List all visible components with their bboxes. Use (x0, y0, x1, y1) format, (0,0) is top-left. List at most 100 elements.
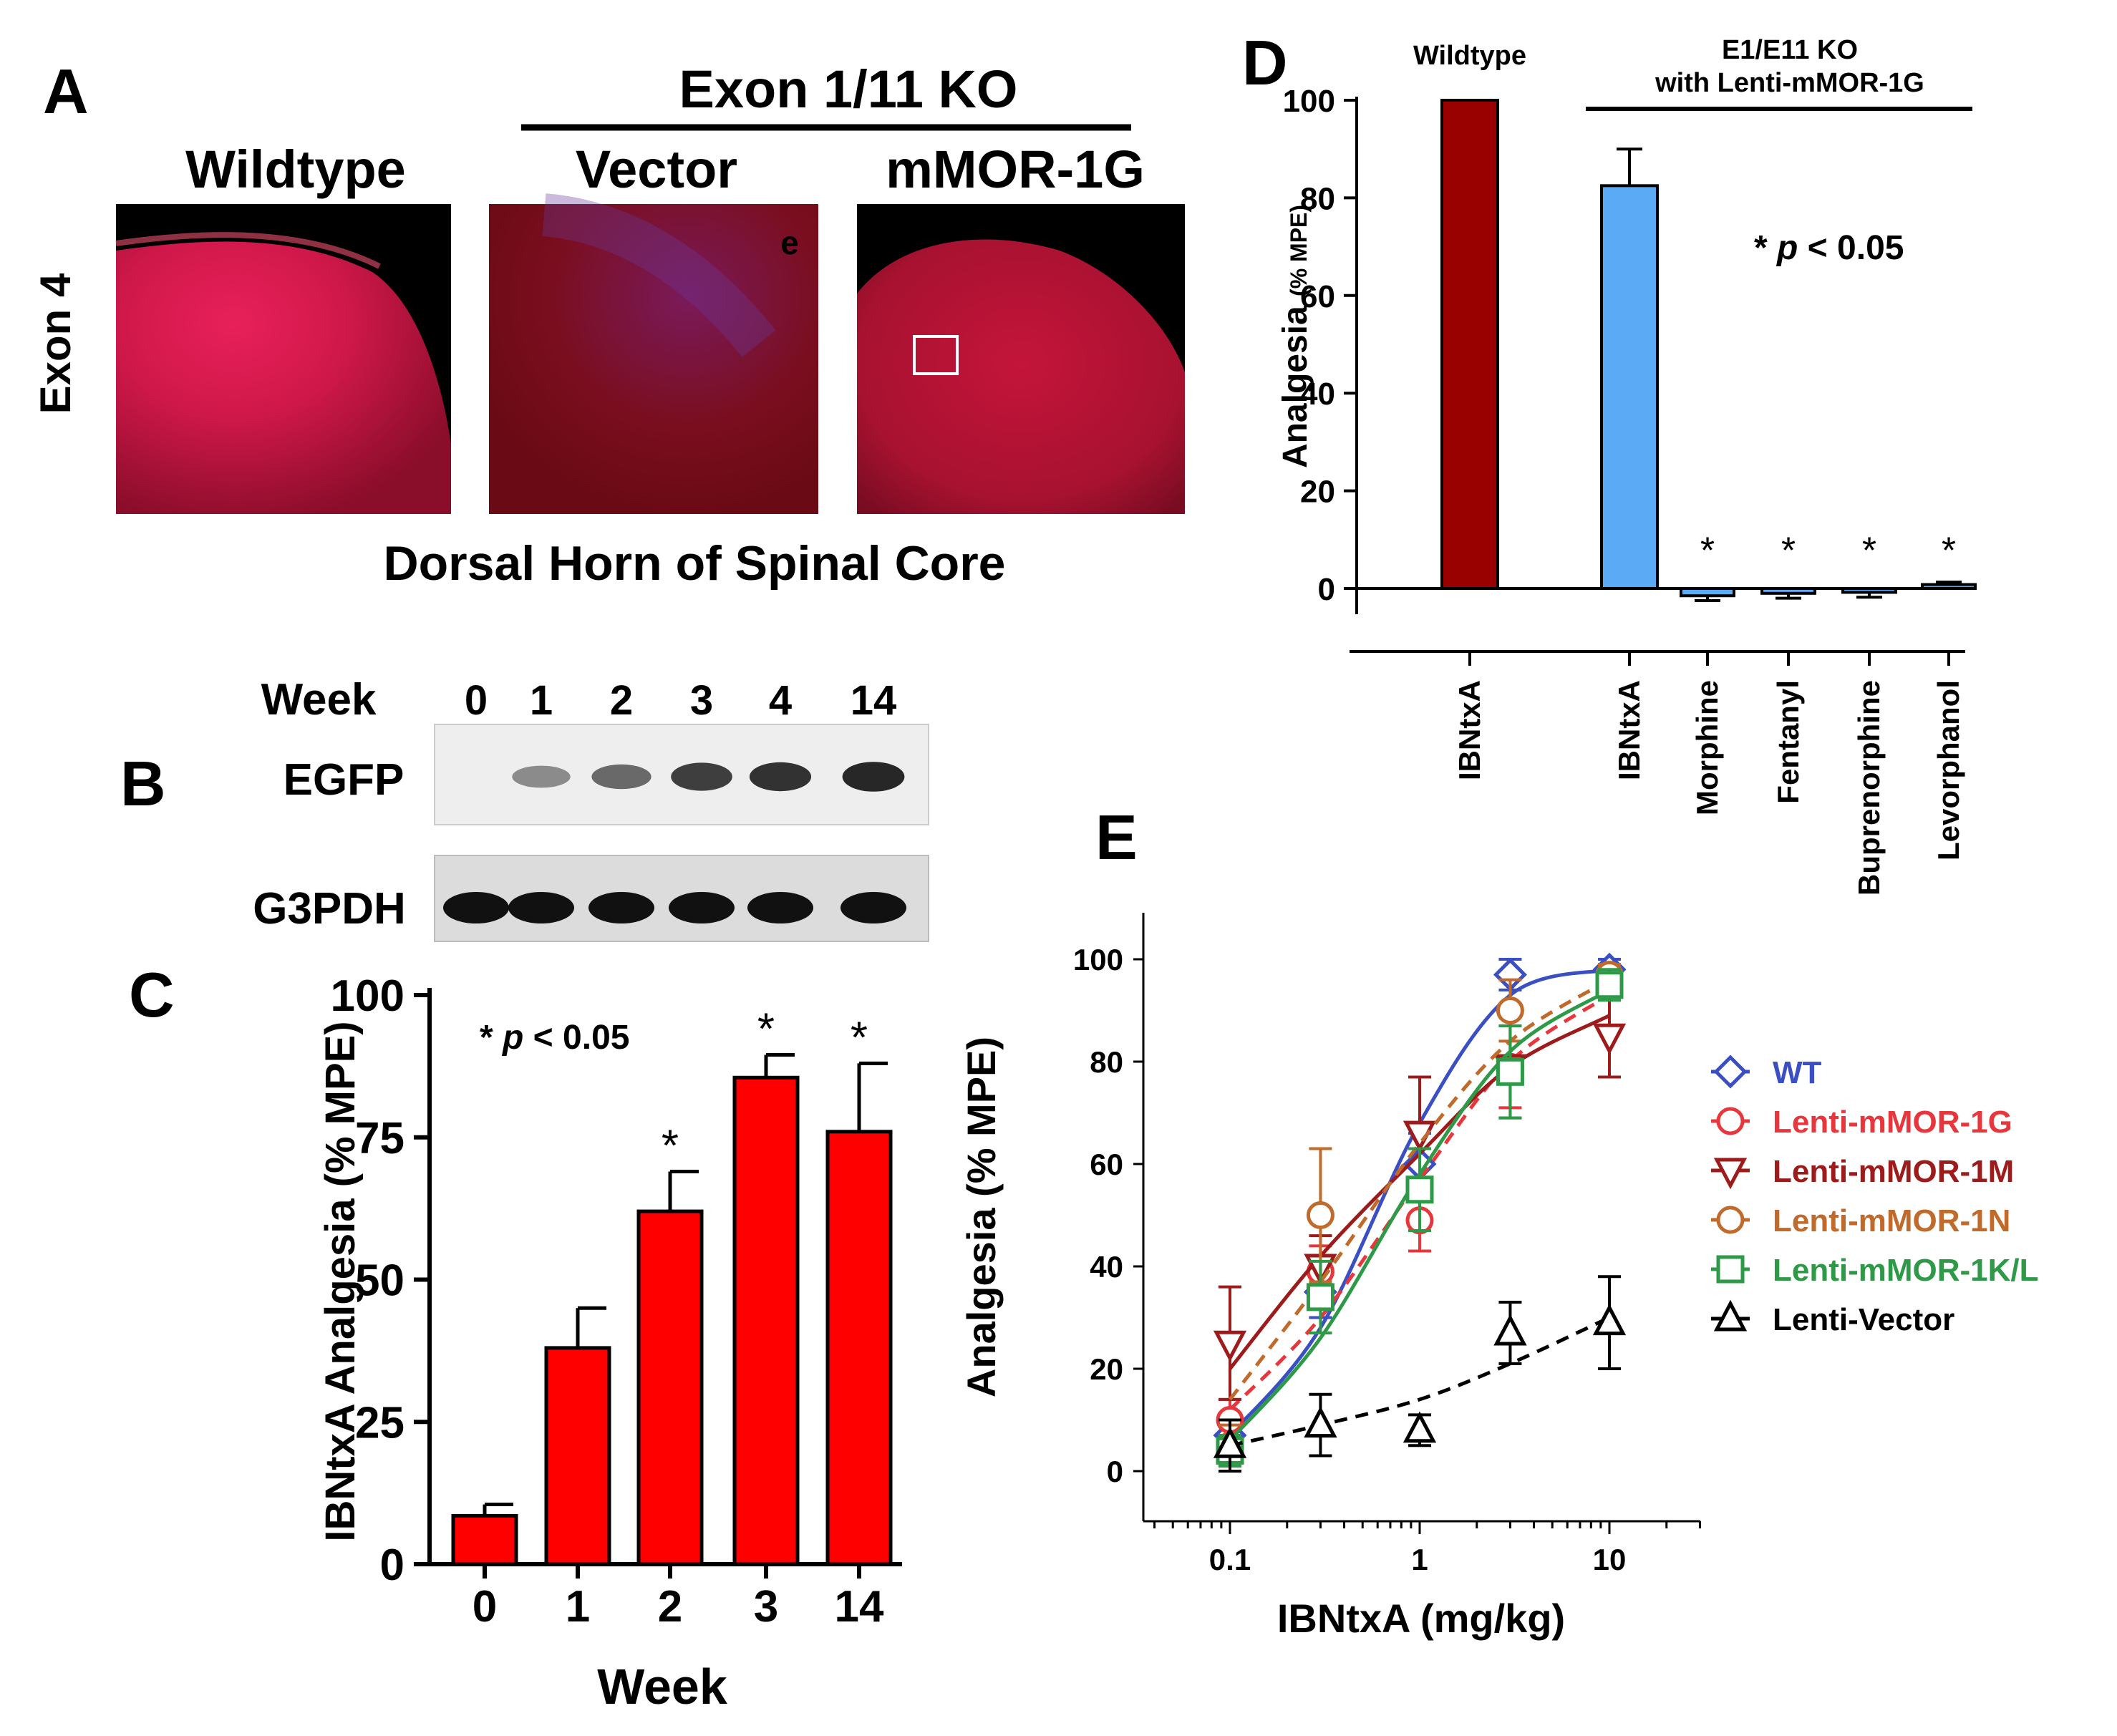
d-ytick-label: 20 (1300, 475, 1335, 510)
e-point (1304, 1406, 1337, 1438)
col-label-vector: Vector (576, 140, 737, 199)
d-ytick-label: 60 (1300, 279, 1335, 314)
blot-row-g3pdh: G3PDH (253, 884, 406, 934)
e-series (1216, 968, 1624, 1468)
e-ytick-label: 40 (1090, 1250, 1123, 1284)
c-xtick-label: 14 (835, 1582, 884, 1631)
d-bar (1921, 583, 1977, 591)
c-sig-star: * (662, 1121, 679, 1170)
c-bar (825, 1130, 893, 1566)
chart-c: 0 25 50 75 100 0 1 2 * 3 * 14 * Week IBNtxA Analgesia … (317, 971, 902, 1715)
exon-ko-title: Exon 1/11 KO (679, 59, 1018, 119)
c-xtick-label: 0 (473, 1582, 497, 1631)
panel-a: A Exon 1/11 KO Wildtype Vector mMOR-1G E… (32, 56, 1185, 591)
d-xtick-label: Fentanyl (1771, 680, 1805, 804)
e-legend: WT Lenti-mMOR-1G Lenti-mMOR-1M Lenti-mMOR-1… (1711, 1054, 2039, 1337)
e-legend-marker (1716, 1255, 1745, 1284)
e-ytick-label: 100 (1073, 943, 1123, 976)
d-bar (1600, 184, 1659, 591)
e-legend-marker (1713, 1158, 1748, 1190)
chart-e: 0 20 40 60 80 100 0.1 1 10 IBNtxA (mg/kg) Analgesi… (959, 913, 2039, 1641)
c-ytick-label: 50 (355, 1256, 404, 1306)
row-label-exon4: Exon 4 (32, 273, 79, 414)
e-point (1493, 1314, 1527, 1346)
panel-d-letter: D (1242, 27, 1288, 98)
c-ytick-label: 0 (380, 1541, 404, 1590)
e-point (1595, 971, 1624, 999)
e-point (1213, 1330, 1247, 1362)
c-xtick-label: 3 (754, 1582, 778, 1631)
zoom-box (913, 335, 959, 375)
blot-week-label: Week (261, 675, 377, 724)
e-series (1213, 1275, 1627, 1473)
blot-week-tick: 3 (690, 677, 713, 724)
e-legend-marker (1716, 1206, 1745, 1234)
d-ytick-label: 80 (1300, 181, 1335, 216)
e-legend-label: Lenti-mMOR-1N (1773, 1203, 2010, 1238)
d-bar (1440, 99, 1499, 590)
e-legend-label: WT (1773, 1055, 1822, 1090)
e-point (1592, 1023, 1627, 1055)
panel-d-significance: * p < 0.05 (1754, 229, 1904, 267)
panel-c: C * p < 0.05 0 25 50 75 100 0 1 2 * 3 * 14 * Week IBNt… (129, 959, 902, 1715)
e-fit-curve (1229, 1316, 1611, 1448)
e-ytick-label: 0 (1107, 1455, 1123, 1488)
blot-week-tick: 0 (465, 677, 488, 724)
c-ylabel: IBNtxA Analgesia (% MPE) (317, 1021, 364, 1541)
e-ytick-label: 80 (1090, 1045, 1123, 1079)
e-point (1496, 996, 1524, 1024)
e-xtick-label: 1 (1411, 1543, 1428, 1576)
e-legend-marker (1716, 1107, 1745, 1135)
image-tag-h: h (1145, 224, 1166, 261)
e-xlabel: IBNtxA (mg/kg) (1277, 1596, 1565, 1641)
e-xtick-label: 0.1 (1209, 1543, 1251, 1576)
d-bar (1841, 587, 1897, 594)
e-point (1403, 1411, 1437, 1443)
d-xtick-label: Buprenorphine (1852, 680, 1886, 896)
col-label-wildtype: Wildtype (185, 140, 406, 199)
panel-b: B Week 0 1 2 3 4 14 EGFP G3PDH (120, 675, 929, 942)
d-bar (1680, 587, 1735, 598)
col-label-mmor-1g: mMOR-1G (886, 140, 1145, 199)
egfp-band (749, 762, 812, 792)
e-legend-label: Lenti-mMOR-1K/L (1773, 1253, 2039, 1288)
c-ytick-label: 100 (331, 971, 404, 1021)
panel-d: D Wildtype E1/E11 KO with Lenti-mMOR-1G … (1242, 27, 1977, 896)
egfp-band (512, 765, 571, 788)
d-ytick-label: 0 (1318, 572, 1335, 607)
e-ytick-label: 60 (1090, 1148, 1123, 1181)
d-sig-star: * (1862, 530, 1876, 572)
micrograph-mmor-1g: h (857, 204, 1185, 514)
e-point (1496, 1057, 1524, 1086)
blot-bands (443, 762, 906, 923)
e-ylabel: Analgesia (% MPE) (959, 1037, 1004, 1397)
c-sig-star: * (851, 1013, 868, 1062)
e-legend-label: Lenti-mMOR-1G (1773, 1105, 2012, 1140)
e-point (1306, 1283, 1334, 1311)
blot-row-egfp: EGFP (284, 755, 404, 805)
egfp-band (591, 764, 651, 790)
d-sig-star: * (1942, 530, 1956, 572)
d-xtick-label: IBNtxA (1612, 680, 1646, 780)
d-sig-star: * (1700, 530, 1715, 572)
d-ytick-label: 40 (1300, 377, 1335, 412)
c-bar (544, 1346, 611, 1566)
e-point (1306, 1201, 1334, 1229)
blot-week-tick: 1 (530, 677, 553, 724)
panel-e: E 0 20 40 60 80 100 0.1 1 10 IBNtxA (mg/kg) Analge… (959, 802, 2039, 1641)
blot-week-labels: 0 1 2 3 4 14 (465, 677, 896, 724)
d-xtick-label: Morphine (1690, 680, 1724, 815)
e-ytick-label: 20 (1090, 1352, 1123, 1386)
c-sig-star: * (757, 1004, 775, 1054)
e-xtick-label: 10 (1593, 1543, 1627, 1576)
blot-week-tick: 2 (610, 677, 633, 724)
group-ko-label-1: E1/E11 KO (1722, 35, 1858, 65)
e-fit-curve (1229, 978, 1611, 1401)
c-bar (451, 1513, 518, 1566)
image-tag-b: b (416, 224, 436, 261)
e-fit-curve (1229, 967, 1610, 1437)
e-point (1592, 1304, 1627, 1336)
panel-a-caption: Dorsal Horn of Spinal Core (384, 536, 1006, 591)
c-ytick-label: 75 (355, 1114, 404, 1163)
blot-week-tick: 14 (851, 677, 897, 724)
